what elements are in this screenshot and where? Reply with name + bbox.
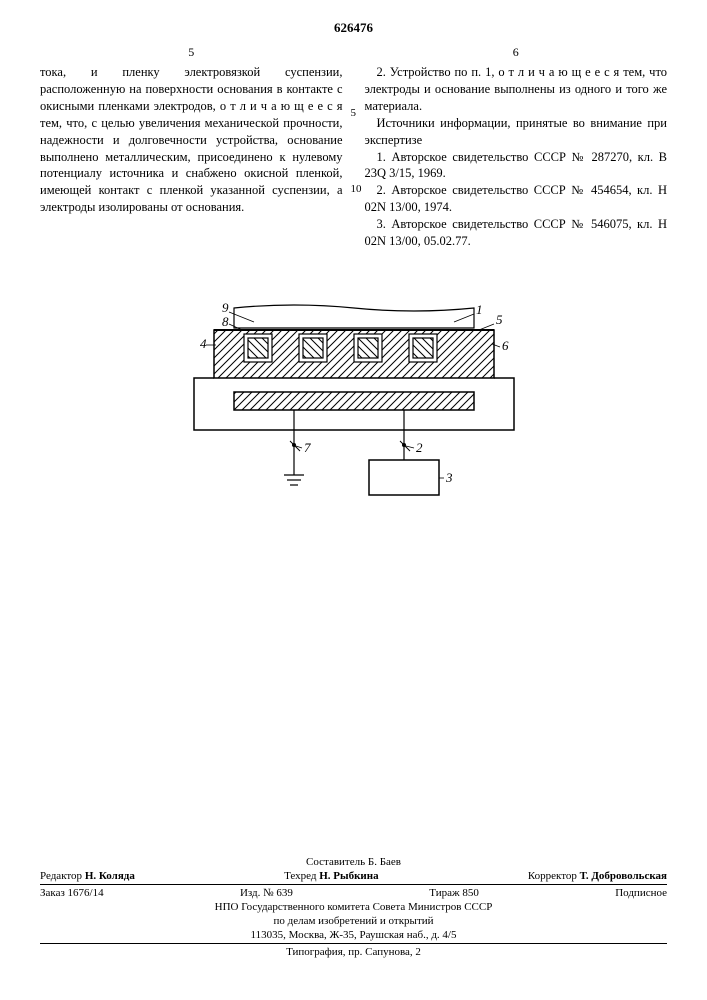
svg-text:8: 8 xyxy=(222,314,229,329)
compiler: Составитель Б. Баев xyxy=(40,856,667,868)
izd: Изд. № 639 xyxy=(240,887,293,899)
addr: 113035, Москва, Ж-35, Раушская наб., д. … xyxy=(40,929,667,941)
line-num-5: 5 xyxy=(351,106,357,121)
svg-text:4: 4 xyxy=(200,336,207,351)
ref1: 1. Авторское свидетельство СССР № 287270… xyxy=(365,149,668,183)
subscription: Подписное xyxy=(615,887,667,899)
patent-figure: 9 8 4 1 5 6 7 2 3 xyxy=(144,300,564,530)
svg-text:9: 9 xyxy=(222,300,229,315)
divider xyxy=(40,884,667,885)
ref2: 2. Авторское свидетельство СССР № 454654… xyxy=(365,182,668,216)
corrector: Корректор Т. Добровольская xyxy=(528,870,667,882)
svg-text:6: 6 xyxy=(502,338,509,353)
divider2 xyxy=(40,943,667,944)
right-p1: 2. Устройство по п. 1, о т л и ч а ю щ е… xyxy=(365,64,668,115)
page: 626476 5 тока, и пленку электровязкой су… xyxy=(0,0,707,550)
right-column: 6 2. Устройство по п. 1, о т л и ч а ю щ… xyxy=(365,44,668,250)
footer-credits: Редактор Н. Коляда Техред Н. Рыбкина Кор… xyxy=(40,870,667,882)
svg-text:1: 1 xyxy=(476,302,483,317)
left-paragraph: тока, и пленку электровязкой суспензии, … xyxy=(40,64,343,216)
left-column: 5 тока, и пленку электровязкой суспензии… xyxy=(40,44,343,250)
footer: Составитель Б. Баев Редактор Н. Коляда Т… xyxy=(40,854,667,960)
editor: Редактор Н. Коляда xyxy=(40,870,135,882)
org1: НПО Государственного комитета Совета Мин… xyxy=(40,901,667,913)
footer-pubinfo: Заказ 1676/14 Изд. № 639 Тираж 850 Подпи… xyxy=(40,887,667,899)
col-num-right: 6 xyxy=(365,44,668,60)
ref3: 3. Авторское свидетельство СССР № 546075… xyxy=(365,216,668,250)
tirage: Тираж 850 xyxy=(429,887,479,899)
col-num-left: 5 xyxy=(40,44,343,60)
line-num-10: 10 xyxy=(351,182,362,197)
order: Заказ 1676/14 xyxy=(40,887,104,899)
patent-number: 626476 xyxy=(40,20,667,36)
svg-text:2: 2 xyxy=(416,440,423,455)
svg-text:3: 3 xyxy=(445,470,453,485)
techred: Техред Н. Рыбкина xyxy=(284,870,379,882)
typography: Типография, пр. Сапунова, 2 xyxy=(40,946,667,958)
svg-text:5: 5 xyxy=(496,312,503,327)
org2: по делам изобретений и открытий xyxy=(40,915,667,927)
text-columns: 5 тока, и пленку электровязкой суспензии… xyxy=(40,44,667,250)
svg-text:7: 7 xyxy=(304,440,311,455)
right-p2: Источники информации, принятые во вниман… xyxy=(365,115,668,149)
